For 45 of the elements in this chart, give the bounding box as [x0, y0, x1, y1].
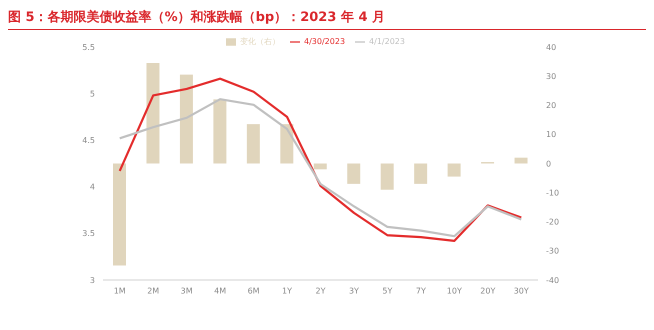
x-tick-label: 20Y	[480, 286, 496, 296]
legend-label: 4/30/2023	[304, 37, 346, 46]
x-tick-label: 1Y	[282, 286, 292, 296]
bar	[347, 164, 360, 184]
x-tick-label: 5Y	[382, 286, 393, 296]
bar	[448, 164, 461, 177]
bar	[414, 164, 428, 184]
x-tick-label: 7Y	[416, 286, 426, 296]
x-tick-label: 1M	[114, 286, 126, 296]
x-tick-label: 2M	[147, 286, 160, 296]
bar	[380, 164, 394, 190]
bar	[213, 99, 226, 164]
y2-tick-label: -30	[546, 246, 560, 256]
x-tick-label: 2Y	[316, 286, 326, 296]
x-tick-label: 3M	[180, 286, 193, 296]
bar	[246, 124, 260, 164]
x-tick-label: 3Y	[348, 286, 360, 296]
bar	[314, 164, 327, 170]
y-tick-label: 5	[90, 89, 95, 98]
y-tick-label: 4	[90, 182, 95, 192]
y-tick-label: 3	[90, 276, 95, 285]
y-tick-label: 3.5	[82, 229, 95, 238]
y-tick-label: 4.5	[82, 136, 95, 146]
line-series	[118, 98, 522, 238]
line-series	[118, 78, 522, 242]
y2-tick-label: 10	[546, 130, 556, 140]
y2-tick-label: 0	[546, 159, 552, 168]
legend-label: 变化（右）	[240, 37, 280, 46]
y2-tick-label: 20	[546, 101, 556, 110]
bar	[113, 164, 126, 266]
legend-label: 4/1/2023	[369, 37, 405, 46]
bar	[514, 158, 528, 164]
bar	[180, 74, 193, 164]
chart-title: 图 5：各期限美债收益率（%）和涨跌幅（bp）：2023 年 4 月	[8, 8, 646, 30]
x-tick-label: 10Y	[446, 286, 462, 296]
x-tick-label: 6M	[248, 286, 260, 296]
y2-tick-label: -20	[546, 218, 560, 227]
y2-tick-label: 40	[546, 42, 556, 52]
bar	[146, 63, 160, 164]
x-tick-label: 4M	[214, 286, 226, 296]
x-tick-label: 30Y	[514, 286, 529, 296]
y2-tick-label: 30	[546, 72, 556, 81]
y2-tick-label: -40	[546, 276, 560, 285]
y2-tick-label: -10	[546, 188, 560, 198]
y-tick-label: 5.5	[82, 42, 95, 52]
